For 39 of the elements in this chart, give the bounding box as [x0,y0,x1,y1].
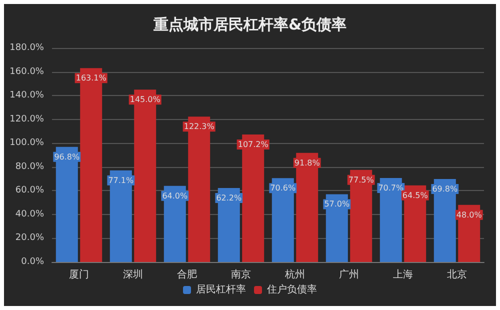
data-label: 145.0% [130,95,161,104]
data-label: 77.1% [108,176,134,185]
y-tick-label: 40.0% [15,209,44,220]
y-tick-label: 140.0% [10,90,44,101]
y-tick-label: 60.0% [15,186,44,196]
data-label: 96.8% [54,152,80,162]
y-tick-label: 180.0% [10,43,44,53]
bar [56,146,78,262]
legend-label: 住户负债率 [267,284,317,296]
legend-label: 居民杠杆率 [196,284,246,296]
x-tick-label: 上海 [393,268,413,280]
data-label: 107.2% [238,140,269,150]
data-label: 57.0% [324,200,350,209]
y-tick-label: 20.0% [15,233,44,244]
data-label: 64.5% [402,190,428,200]
x-tick-label: 南京 [231,268,251,280]
data-label: 77.5% [348,175,374,184]
data-label: 62.2% [216,194,242,203]
bar [296,152,318,262]
x-tick-label: 合肥 [177,268,197,280]
y-tick-label: 100.0% [10,138,44,148]
x-tick-label: 广州 [339,268,359,280]
data-label: 70.7% [378,183,404,192]
x-tick-label: 深圳 [123,268,143,280]
x-tick-label: 杭州 [284,268,305,280]
data-label: 122.3% [184,122,215,132]
x-tick-label: 北京 [447,268,467,280]
data-label: 69.8% [432,184,458,194]
data-label: 91.8% [294,158,320,168]
y-tick-label: 160.0% [10,66,44,77]
data-label: 163.1% [76,74,107,83]
data-label: 64.0% [162,191,188,200]
y-tick-label: 0.0% [21,257,44,267]
chart-title: 重点城市居民杠杆率&负债率 [152,16,347,34]
y-tick-label: 120.0% [10,114,44,124]
data-label: 48.0% [456,210,482,220]
data-label: 70.6% [270,184,296,193]
x-tick-label: 厦门 [69,268,89,280]
y-tick-label: 80.0% [15,162,44,172]
